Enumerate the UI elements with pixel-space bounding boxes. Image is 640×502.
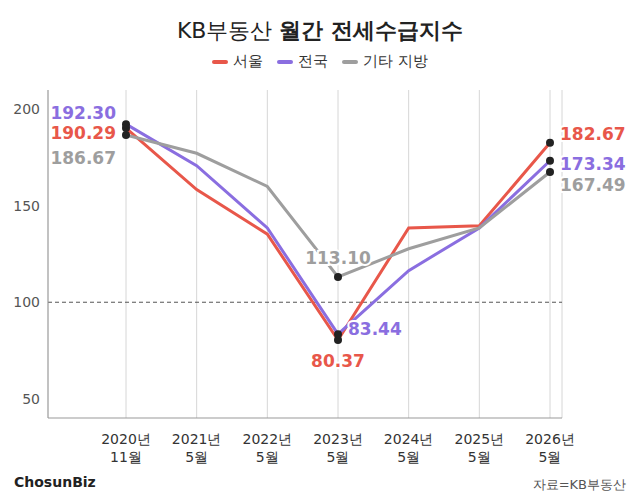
- svg-text:150: 150: [13, 198, 40, 214]
- svg-text:2021년5월: 2021년5월: [172, 431, 222, 465]
- svg-text:2026년5월: 2026년5월: [525, 431, 575, 465]
- svg-text:2022년5월: 2022년5월: [243, 431, 293, 465]
- svg-text:2024년5월: 2024년5월: [384, 431, 434, 465]
- svg-text:50: 50: [22, 391, 40, 407]
- svg-text:173.34: 173.34: [560, 154, 626, 174]
- svg-text:190.29: 190.29: [50, 123, 116, 143]
- html-text:전국: 전국: [298, 52, 329, 70]
- html-text:기타 지방: 기타 지방: [363, 52, 428, 70]
- svg-text:80.37: 80.37: [311, 351, 365, 371]
- svg-text:113.10: 113.10: [305, 248, 371, 268]
- svg-text:2025년5월: 2025년5월: [455, 431, 505, 465]
- svg-text:167.49: 167.49: [560, 175, 626, 195]
- html-text:KB부동산 월간 전세수급지수: KB부동산 월간 전세수급지수: [176, 18, 464, 43]
- svg-text:182.67: 182.67: [560, 124, 626, 144]
- html-text:서울: 서울: [233, 52, 264, 70]
- svg-text:2020년11월: 2020년11월: [101, 431, 151, 465]
- svg-text:100: 100: [13, 294, 40, 310]
- svg-text:200: 200: [13, 101, 40, 117]
- svg-text:83.44: 83.44: [348, 319, 402, 339]
- html-text:자료=KB부동산: 자료=KB부동산: [532, 477, 626, 492]
- svg-text:2023년5월: 2023년5월: [313, 431, 363, 465]
- svg-text:186.67: 186.67: [50, 148, 116, 168]
- svg-text:192.30: 192.30: [50, 103, 116, 123]
- html-text:ChosunBiz: ChosunBiz: [14, 474, 96, 490]
